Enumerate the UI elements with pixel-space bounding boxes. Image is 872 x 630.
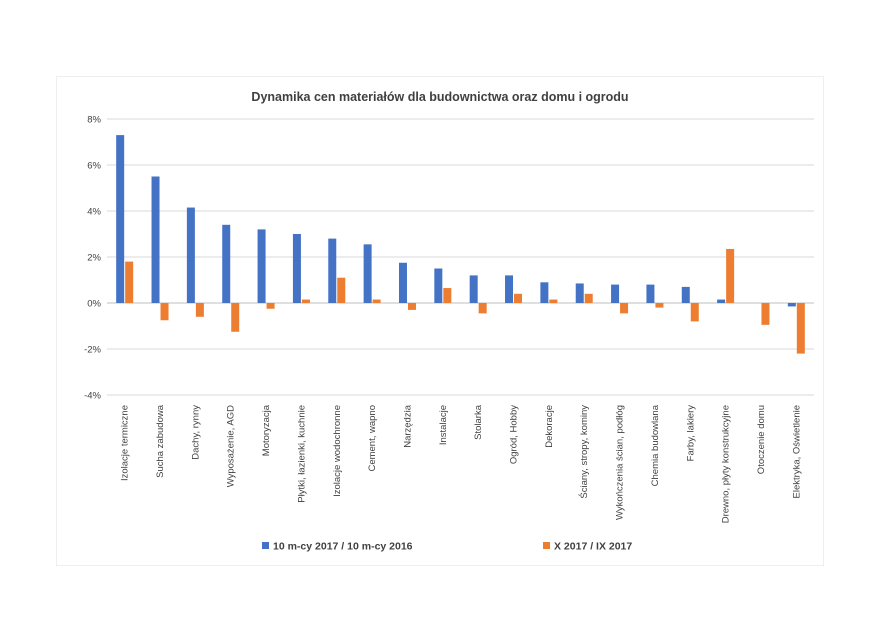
category-label: Elektryka, Oświetlenie	[791, 405, 802, 498]
legend: 10 m-cy 2017 / 10 m-cy 2016 X 2017 / IX 2…	[262, 541, 632, 553]
y-tick-label: 8%	[87, 115, 101, 126]
category-label: Otoczenie domu	[756, 405, 767, 474]
bar-series-1	[717, 299, 726, 303]
category-label: Dekoracje	[544, 405, 555, 448]
bar-series-2	[761, 303, 770, 325]
category-label: Cement, wapno	[367, 405, 378, 472]
category-label: Sucha zabudowa	[155, 404, 166, 478]
category-label: Wykończenia ścian, podłóg	[615, 405, 626, 520]
y-tick-label: -4%	[84, 391, 101, 402]
bar-series-1	[151, 176, 160, 303]
bar-series-2	[690, 303, 699, 322]
bar-series-1	[469, 275, 478, 303]
bar-series-2	[337, 277, 346, 303]
category-label: Izolacje termiczne	[120, 405, 131, 481]
bar-series-1	[363, 244, 372, 303]
category-label: Dachy, rynny	[190, 405, 201, 460]
bar-series-1	[611, 284, 620, 303]
bar-series-2	[620, 303, 629, 314]
category-label: Chemia budowlana	[650, 404, 661, 486]
bar-series-1	[646, 284, 655, 303]
bar-series-1	[186, 207, 195, 303]
category-label: Izolacje wodochronne	[332, 405, 343, 497]
bar-series-1	[787, 303, 796, 307]
bar-series-2	[195, 303, 204, 317]
category-label: Drewno, płyty konstrukcyjne	[721, 405, 732, 523]
chart-title: Dynamika cen materiałów dla budownictwa …	[251, 90, 628, 104]
bar-series-1	[328, 238, 337, 303]
bar-series-2	[160, 303, 169, 321]
bar-series-2	[407, 303, 416, 310]
category-label: Płytki, łazienki, kuchnie	[296, 405, 307, 503]
bar-series-2	[125, 261, 134, 303]
category-label: Stolarka	[473, 404, 484, 440]
legend-swatch	[543, 542, 550, 549]
bar-series-1	[575, 283, 584, 303]
gridlines	[107, 118, 814, 396]
y-tick-label: 4%	[87, 207, 101, 218]
legend-label: 10 m-cy 2017 / 10 m-cy 2016	[273, 541, 413, 553]
bar-chart: Dynamika cen materiałów dla budownictwa …	[84, 90, 814, 553]
y-tick-label: 2%	[87, 253, 101, 264]
category-label: Ogród, Hobby	[509, 405, 520, 464]
bar-series-1	[398, 262, 407, 303]
bar-series-2	[584, 293, 593, 303]
category-label: Ściany, stropy, kominy	[578, 405, 590, 499]
y-axis-tick-labels: 8% 6% 4% 2% 0% -2% -4%	[84, 115, 101, 402]
bar-series-1	[292, 234, 301, 303]
category-labels: Izolacje termiczne Sucha zabudowa Dachy, r…	[120, 404, 803, 523]
bar-series-2	[514, 293, 523, 303]
bar-series-2	[796, 303, 805, 354]
bar-series-1	[257, 229, 266, 303]
legend-swatch	[262, 542, 269, 549]
category-label: Motoryzacja	[261, 404, 272, 456]
bars	[116, 135, 805, 354]
legend-label: X 2017 / IX 2017	[554, 541, 632, 553]
category-label: Instalacje	[438, 405, 449, 445]
bar-series-1	[116, 135, 125, 303]
category-label: Farby, lakiery	[685, 405, 696, 462]
bar-series-1	[540, 282, 549, 303]
bar-series-1	[222, 224, 231, 303]
bar-series-2	[301, 299, 310, 303]
bar-series-2	[726, 248, 735, 303]
bar-series-1	[505, 275, 514, 303]
bar-series-2	[266, 303, 275, 309]
category-label: Wyposażenie, AGD	[226, 405, 237, 487]
bar-series-2	[655, 303, 664, 308]
y-tick-label: 0%	[87, 299, 101, 310]
y-tick-label: 6%	[87, 161, 101, 172]
bar-series-2	[231, 303, 240, 332]
y-tick-label: -2%	[84, 345, 101, 356]
bar-series-2	[443, 288, 452, 303]
bar-series-2	[549, 299, 558, 303]
category-label: Narzędzia	[402, 404, 413, 447]
chart-frame: Dynamika cen materiałów dla budownictwa …	[56, 76, 824, 566]
bar-series-1	[434, 268, 443, 303]
bar-series-1	[681, 286, 690, 303]
bar-series-2	[478, 303, 487, 314]
bar-series-2	[372, 299, 381, 303]
